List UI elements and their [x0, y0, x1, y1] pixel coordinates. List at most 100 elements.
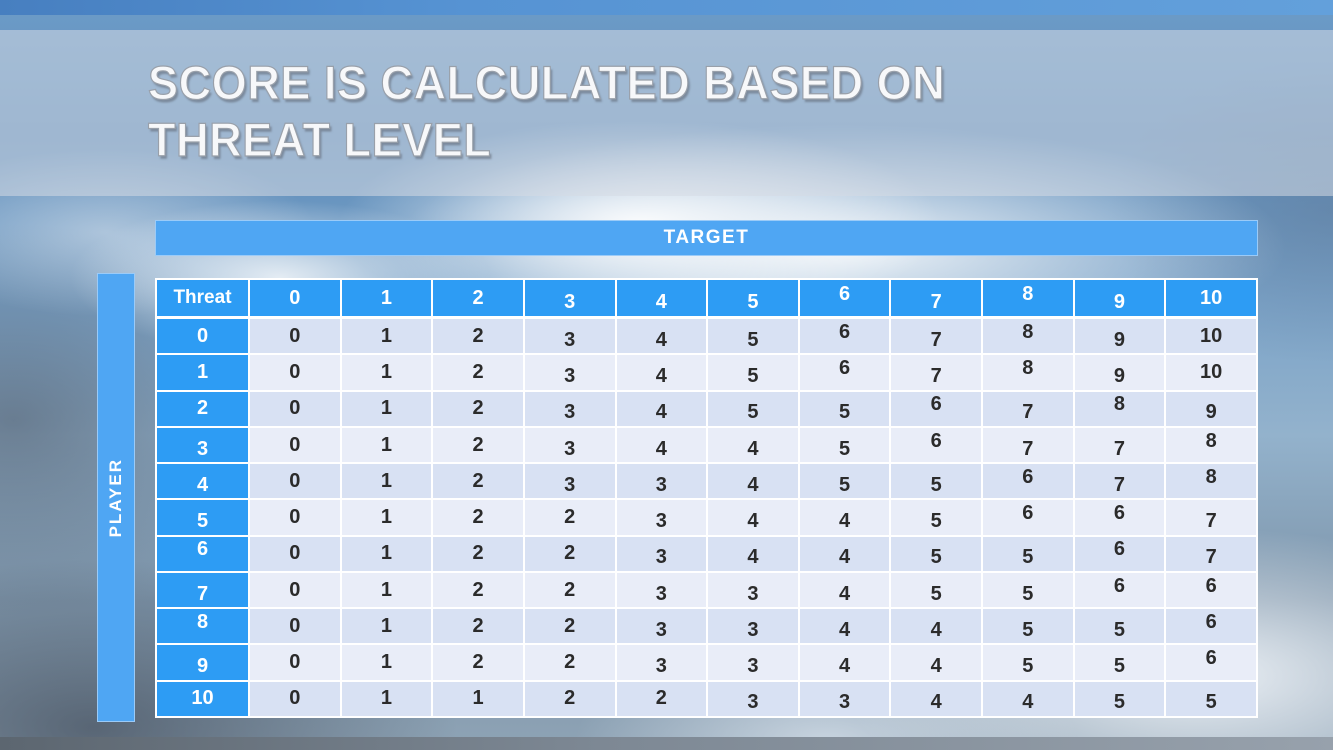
- score-cell: 2: [522, 570, 617, 610]
- score-cell: 7: [981, 389, 1075, 428]
- score-cell: 6: [1164, 570, 1258, 610]
- score-cell: 0: [248, 389, 342, 428]
- score-cell: 6: [889, 425, 983, 465]
- score-cell: 4: [614, 389, 709, 428]
- score-cell: 4: [797, 643, 892, 682]
- score-cell: 5: [981, 643, 1075, 682]
- player-row-header: 7: [155, 570, 250, 610]
- score-cell: 2: [431, 425, 525, 465]
- score-cell: 1: [339, 570, 434, 610]
- score-cell: 0: [248, 679, 342, 719]
- score-cell: 2: [431, 389, 525, 428]
- score-cell: 0: [248, 607, 342, 646]
- score-cell: 2: [431, 353, 525, 392]
- score-cell: 0: [248, 462, 342, 501]
- score-cell: 5: [1072, 607, 1167, 646]
- player-row-header: 6: [155, 534, 250, 573]
- score-cell: 1: [339, 316, 434, 356]
- score-cell: 5: [889, 534, 983, 573]
- corner-header: Threat: [155, 278, 250, 319]
- score-cell: 7: [981, 425, 1075, 465]
- target-col-header: 10: [1164, 278, 1258, 319]
- bottom-accent-bar: [0, 737, 1333, 750]
- score-cell: 6: [1164, 607, 1258, 646]
- score-cell: 6: [889, 389, 983, 428]
- matrix-header-row: Threat 0 1 2 3 4 5 6 7 8 9 10: [155, 278, 1258, 319]
- score-cell: 3: [614, 462, 709, 501]
- score-cell: 3: [706, 607, 800, 646]
- score-table: Threat 0 1 2 3 4 5 6 7 8 9 10 0 0 1 2 3 4 5 6 7 8 9 10 1 0 1 2 3 4 5…: [155, 278, 1258, 719]
- score-cell: 7: [889, 353, 983, 392]
- score-cell: 4: [797, 607, 892, 646]
- score-cell: 0: [248, 498, 342, 537]
- player-header-bar: PLAYER: [97, 273, 135, 722]
- player-row-header: 10: [155, 679, 250, 719]
- score-cell: 1: [339, 498, 434, 537]
- title-band: [0, 30, 1333, 196]
- score-cell: 5: [889, 570, 983, 610]
- score-cell: 4: [797, 570, 892, 610]
- score-cell: 3: [614, 570, 709, 610]
- target-col-header: 7: [889, 278, 983, 319]
- score-cell: 3: [614, 607, 709, 646]
- score-cell: 2: [522, 679, 617, 719]
- score-cell: 5: [706, 389, 800, 428]
- score-cell: 6: [1072, 534, 1167, 573]
- player-row-header: 4: [155, 462, 250, 501]
- score-cell: 7: [1164, 498, 1258, 537]
- score-cell: 6: [1164, 643, 1258, 682]
- score-cell: 8: [1164, 425, 1258, 465]
- score-cell: 1: [339, 389, 434, 428]
- score-cell: 8: [1072, 389, 1167, 428]
- score-cell: 4: [889, 607, 983, 646]
- player-row-header: 1: [155, 353, 250, 392]
- score-cell: 2: [431, 498, 525, 537]
- score-cell: 5: [981, 570, 1075, 610]
- score-cell: 8: [981, 353, 1075, 392]
- score-cell: 5: [1072, 643, 1167, 682]
- score-cell: 0: [248, 353, 342, 392]
- player-row-header: 5: [155, 498, 250, 537]
- score-cell: 1: [431, 679, 525, 719]
- score-cell: 2: [614, 679, 709, 719]
- score-cell: 5: [981, 607, 1075, 646]
- score-cell: 0: [248, 316, 342, 356]
- player-row-header: 3: [155, 425, 250, 465]
- score-cell: 6: [981, 462, 1075, 501]
- table-row: 10 0 1 1 2 2 3 3 4 4 5 5: [155, 679, 1258, 719]
- score-cell: 4: [889, 679, 983, 719]
- target-header-bar: TARGET: [155, 220, 1258, 256]
- score-cell: 3: [706, 679, 800, 719]
- table-row: 1 0 1 2 3 4 5 6 7 8 9 10: [155, 353, 1258, 392]
- score-cell: 5: [1164, 679, 1258, 719]
- score-cell: 4: [981, 679, 1075, 719]
- score-cell: 4: [797, 534, 892, 573]
- player-row-header: 9: [155, 643, 250, 682]
- score-cell: 0: [248, 570, 342, 610]
- score-cell: 6: [1072, 570, 1167, 610]
- score-cell: 3: [706, 570, 800, 610]
- score-cell: 7: [1072, 425, 1167, 465]
- score-cell: 3: [522, 425, 617, 465]
- score-cell: 8: [1164, 462, 1258, 501]
- score-cell: 3: [706, 643, 800, 682]
- score-cell: 2: [431, 570, 525, 610]
- score-cell: 7: [1072, 462, 1167, 501]
- score-cell: 5: [1072, 679, 1167, 719]
- target-col-header: 3: [522, 278, 617, 319]
- slide-title: SCORE IS CALCULATED BASED ON THREAT LEVE…: [147, 54, 1204, 168]
- player-label: PLAYER: [106, 457, 125, 538]
- score-cell: 2: [431, 607, 525, 646]
- score-cell: 1: [339, 607, 434, 646]
- score-cell: 2: [522, 607, 617, 646]
- score-cell: 3: [614, 643, 709, 682]
- score-cell: 4: [706, 462, 800, 501]
- score-cell: 0: [248, 425, 342, 465]
- score-cell: 6: [981, 498, 1075, 537]
